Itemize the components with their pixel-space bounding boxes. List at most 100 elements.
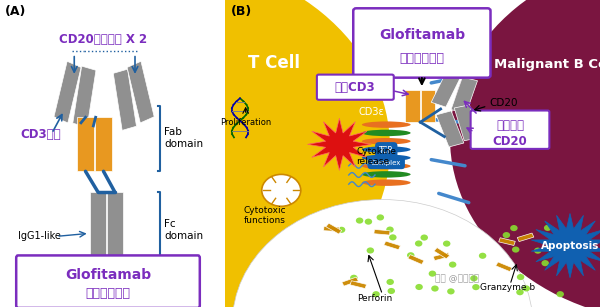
Circle shape	[388, 288, 395, 294]
Text: Fab
domain: Fab domain	[164, 127, 203, 149]
Polygon shape	[374, 229, 390, 235]
Text: CD3ε: CD3ε	[358, 107, 384, 117]
Polygon shape	[499, 238, 515, 246]
FancyBboxPatch shape	[317, 75, 394, 100]
Circle shape	[372, 291, 380, 297]
Text: 结合CD3: 结合CD3	[335, 81, 376, 94]
Text: 格罗菲妝单抗: 格罗菲妝单抗	[400, 52, 445, 65]
Circle shape	[386, 279, 394, 285]
Text: 结合两个: 结合两个	[496, 119, 524, 132]
Polygon shape	[342, 277, 358, 286]
Polygon shape	[496, 262, 512, 272]
Circle shape	[470, 275, 478, 282]
Ellipse shape	[362, 163, 410, 169]
Ellipse shape	[362, 138, 410, 144]
Text: Fc
domain: Fc domain	[164, 220, 203, 241]
Text: T Cell: T Cell	[248, 53, 300, 72]
Circle shape	[516, 289, 524, 295]
Circle shape	[503, 232, 510, 238]
Circle shape	[338, 227, 346, 233]
Polygon shape	[517, 233, 534, 242]
Ellipse shape	[362, 179, 410, 186]
Text: Malignant B Cell: Malignant B Cell	[494, 57, 600, 71]
Polygon shape	[406, 90, 419, 122]
Text: CD20: CD20	[493, 135, 527, 148]
Circle shape	[386, 227, 394, 233]
Polygon shape	[350, 281, 367, 289]
Ellipse shape	[362, 146, 410, 153]
Circle shape	[443, 241, 451, 247]
Text: CD3结合: CD3结合	[20, 128, 61, 141]
Circle shape	[377, 214, 384, 220]
Ellipse shape	[362, 130, 410, 136]
Text: Complex: Complex	[371, 160, 401, 166]
Circle shape	[479, 253, 487, 259]
Polygon shape	[431, 71, 461, 107]
Circle shape	[262, 174, 301, 206]
Ellipse shape	[362, 155, 410, 161]
Polygon shape	[107, 192, 123, 269]
Text: Cytotoxic
functions: Cytotoxic functions	[244, 206, 286, 225]
Text: Apoptosis: Apoptosis	[541, 241, 599, 251]
Circle shape	[407, 252, 415, 258]
Polygon shape	[323, 226, 340, 231]
Polygon shape	[77, 117, 94, 171]
Circle shape	[517, 274, 524, 280]
Circle shape	[389, 234, 397, 240]
Circle shape	[450, 0, 600, 307]
Circle shape	[523, 285, 530, 291]
Circle shape	[472, 284, 479, 290]
Polygon shape	[113, 69, 136, 130]
Circle shape	[428, 270, 436, 277]
Circle shape	[510, 225, 518, 231]
Circle shape	[415, 240, 422, 247]
Circle shape	[544, 225, 551, 231]
Circle shape	[365, 219, 372, 225]
Circle shape	[356, 217, 364, 223]
Text: 知乎 @肖恩记药: 知乎 @肖恩记药	[436, 274, 479, 283]
Circle shape	[421, 235, 428, 241]
FancyBboxPatch shape	[16, 255, 200, 307]
Text: Granzyme b: Granzyme b	[480, 283, 535, 292]
Circle shape	[553, 250, 560, 256]
Circle shape	[449, 262, 457, 268]
Polygon shape	[95, 117, 112, 171]
Circle shape	[553, 235, 560, 242]
Text: Cytokine
release: Cytokine release	[356, 147, 396, 166]
Polygon shape	[127, 61, 154, 123]
Text: Proliferation: Proliferation	[220, 118, 271, 127]
Circle shape	[447, 288, 455, 294]
Polygon shape	[531, 213, 600, 278]
Circle shape	[0, 0, 390, 307]
Text: (A): (A)	[5, 5, 26, 17]
Polygon shape	[90, 192, 106, 269]
Circle shape	[512, 247, 520, 253]
Polygon shape	[408, 255, 424, 264]
Text: Glofitamab: Glofitamab	[65, 268, 151, 282]
Ellipse shape	[362, 171, 410, 177]
Text: Perforin: Perforin	[358, 294, 392, 304]
Polygon shape	[54, 61, 81, 123]
Polygon shape	[308, 118, 371, 170]
Circle shape	[367, 247, 374, 254]
FancyBboxPatch shape	[470, 111, 550, 149]
FancyBboxPatch shape	[353, 8, 491, 78]
Polygon shape	[454, 105, 479, 141]
Circle shape	[415, 284, 423, 290]
Text: 格罗菲妝单抗: 格罗菲妝单抗	[86, 287, 131, 300]
Polygon shape	[326, 223, 342, 234]
Text: TCR: TCR	[379, 146, 394, 155]
Text: CD20结合位点 X 2: CD20结合位点 X 2	[59, 33, 148, 46]
Text: IgG1-like: IgG1-like	[18, 231, 61, 242]
Circle shape	[541, 260, 549, 266]
Text: CD20: CD20	[490, 98, 518, 108]
Polygon shape	[436, 111, 464, 147]
Polygon shape	[451, 77, 478, 113]
Wedge shape	[233, 200, 532, 307]
Circle shape	[431, 286, 439, 292]
Polygon shape	[434, 247, 449, 259]
Ellipse shape	[362, 121, 410, 128]
Text: (B): (B)	[230, 5, 252, 17]
Circle shape	[350, 275, 358, 281]
Polygon shape	[421, 90, 436, 122]
